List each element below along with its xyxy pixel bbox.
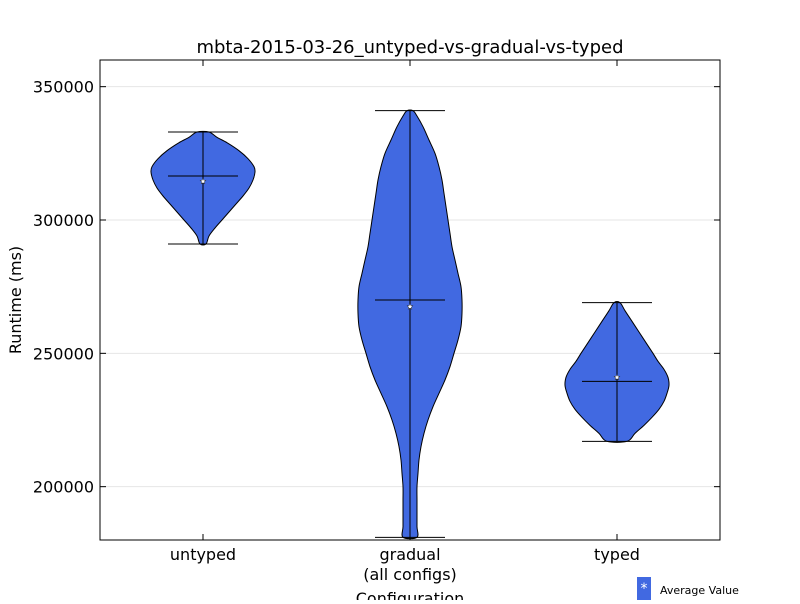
mean-marker	[199, 177, 207, 185]
legend: * Average Value	[637, 577, 739, 600]
x-tick-label: typed	[594, 545, 640, 564]
y-tick-label: 300000	[33, 211, 94, 230]
legend-marker-icon: *	[641, 581, 648, 597]
legend-label: Average Value	[660, 584, 739, 597]
violin-layer	[150, 109, 670, 540]
chart-title: mbta-2015-03-26_untyped-vs-gradual-vs-ty…	[196, 37, 623, 58]
mean-marker	[613, 373, 621, 381]
tick-layer: 200000 250000 300000 350000 untyped gradual (a…	[33, 60, 720, 584]
y-tick-label: 250000	[33, 344, 94, 363]
x-axis-label: Configuration	[356, 589, 465, 600]
y-tick-label: 350000	[33, 78, 94, 97]
y-axis-label: Runtime (ms)	[6, 246, 25, 354]
mean-marker	[406, 302, 414, 310]
x-tick-label: untyped	[170, 545, 236, 564]
legend-swatch	[637, 577, 651, 600]
y-tick-label: 200000	[33, 478, 94, 497]
x-tick-label: gradual (all configs)	[363, 545, 457, 584]
